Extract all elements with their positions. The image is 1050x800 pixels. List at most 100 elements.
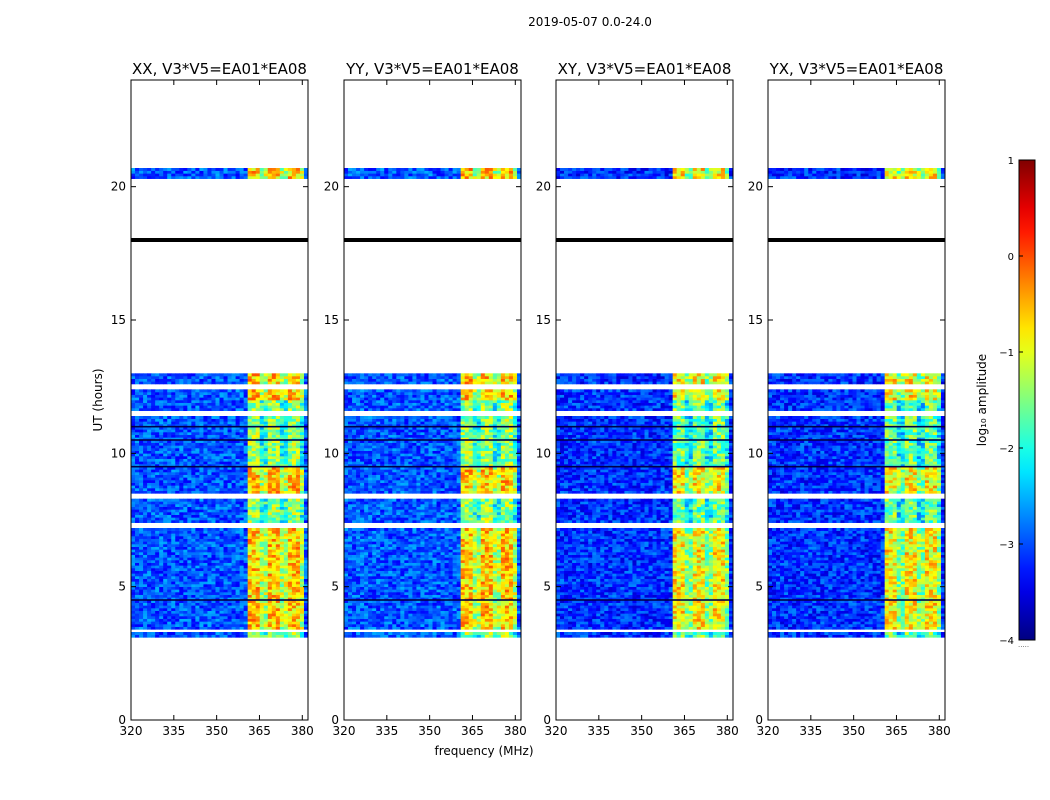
heatmap-cell xyxy=(159,560,164,563)
heatmap-cell xyxy=(175,520,180,523)
heatmap-cell xyxy=(223,621,228,625)
heatmap-cell xyxy=(251,530,257,534)
heatmap-cell xyxy=(191,466,196,470)
heatmap-cell xyxy=(283,408,289,411)
heatmap-cell xyxy=(400,586,405,590)
heatmap-cell xyxy=(303,482,309,486)
heatmap-cell xyxy=(235,570,241,574)
heatmap-cell xyxy=(255,464,261,467)
heatmap-cell xyxy=(287,568,293,571)
heatmap-cell xyxy=(267,504,273,507)
heatmap-cell xyxy=(195,461,200,465)
heatmap-cell xyxy=(199,448,204,451)
heatmap-cell xyxy=(484,610,490,614)
heatmap-cell xyxy=(287,394,293,398)
heatmap-cell xyxy=(131,536,136,539)
heatmap-cell xyxy=(191,549,196,553)
heatmap-cell xyxy=(255,485,261,489)
heatmap-cell xyxy=(275,626,281,630)
heatmap-cell xyxy=(191,477,196,481)
heatmap-cell xyxy=(227,621,232,625)
heatmap-cell xyxy=(275,445,281,449)
heatmap-cell xyxy=(295,512,301,515)
heatmap-cell xyxy=(496,586,502,590)
heatmap-cell xyxy=(151,469,156,473)
heatmap-cell xyxy=(211,421,216,425)
heatmap-cell xyxy=(255,573,261,577)
heatmap-cell xyxy=(219,520,224,523)
heatmap-cell xyxy=(287,402,293,406)
heatmap-cell xyxy=(247,432,253,435)
heatmap-cell xyxy=(215,488,220,491)
heatmap-cell xyxy=(139,400,144,403)
heatmap-cell xyxy=(247,536,253,539)
heatmap-cell xyxy=(183,597,188,601)
heatmap-cell xyxy=(191,472,196,475)
heatmap-cell xyxy=(283,602,289,606)
heatmap-cell xyxy=(131,480,136,483)
heatmap-cell xyxy=(135,434,140,438)
heatmap-cell xyxy=(299,514,305,518)
heatmap-cell xyxy=(380,616,385,619)
heatmap-cell xyxy=(175,450,180,454)
heatmap-cell xyxy=(291,488,297,491)
heatmap-cell xyxy=(131,474,136,478)
heatmap-cell xyxy=(147,562,152,566)
heatmap-cell xyxy=(283,488,289,491)
heatmap-cell xyxy=(271,474,277,478)
heatmap-cell xyxy=(227,434,232,438)
heatmap-cell xyxy=(175,482,180,486)
heatmap-cell xyxy=(191,402,196,406)
heatmap-cell xyxy=(203,632,208,635)
heatmap-cell xyxy=(179,512,184,515)
heatmap-cell xyxy=(295,437,301,441)
heatmap-cell xyxy=(303,432,309,435)
heatmap-cell xyxy=(207,504,212,507)
heatmap-cell xyxy=(420,597,425,601)
heatmap-cell xyxy=(291,477,297,481)
heatmap-cell xyxy=(215,397,220,401)
heatmap-cell xyxy=(275,600,281,603)
heatmap-cell xyxy=(199,381,204,385)
heatmap-cell xyxy=(380,613,385,617)
heatmap-cell xyxy=(428,586,433,590)
heatmap-cell xyxy=(468,602,474,606)
heatmap-cell xyxy=(211,554,216,558)
heatmap-cell xyxy=(151,546,156,550)
heatmap-cell xyxy=(187,530,192,534)
heatmap-cell xyxy=(299,621,305,625)
heatmap-cell xyxy=(179,554,184,558)
heatmap-cell xyxy=(255,624,261,627)
heatmap-cell xyxy=(211,485,216,489)
heatmap-cell xyxy=(199,498,204,502)
heatmap-cell xyxy=(159,170,164,174)
heatmap-cell xyxy=(271,498,277,502)
heatmap-cell xyxy=(243,373,249,377)
heatmap-cell xyxy=(400,624,405,627)
heatmap-cell xyxy=(412,626,417,630)
heatmap-cell xyxy=(239,509,245,513)
heatmap-cell xyxy=(139,634,144,638)
heatmap-cell xyxy=(243,584,249,587)
heatmap-cell xyxy=(203,586,208,590)
heatmap-cell xyxy=(299,461,305,465)
heatmap-cell xyxy=(175,600,180,603)
heatmap-cell xyxy=(151,549,156,553)
heatmap-cell xyxy=(223,528,228,531)
heatmap-cell xyxy=(500,605,506,609)
heatmap-cell xyxy=(139,538,144,542)
heatmap-cell xyxy=(416,592,421,595)
heatmap-cell xyxy=(151,530,156,534)
heatmap-cell xyxy=(255,173,261,177)
heatmap-cell xyxy=(167,432,172,435)
heatmap-cell xyxy=(279,373,285,377)
heatmap-cell xyxy=(147,416,152,419)
heatmap-cell xyxy=(291,498,297,502)
heatmap-cell xyxy=(135,554,140,558)
heatmap-cell xyxy=(231,544,236,547)
heatmap-cell xyxy=(436,626,441,630)
heatmap-cell xyxy=(215,544,220,547)
heatmap-cell xyxy=(223,466,228,470)
heatmap-cell xyxy=(255,402,261,406)
heatmap-cell xyxy=(263,632,269,635)
